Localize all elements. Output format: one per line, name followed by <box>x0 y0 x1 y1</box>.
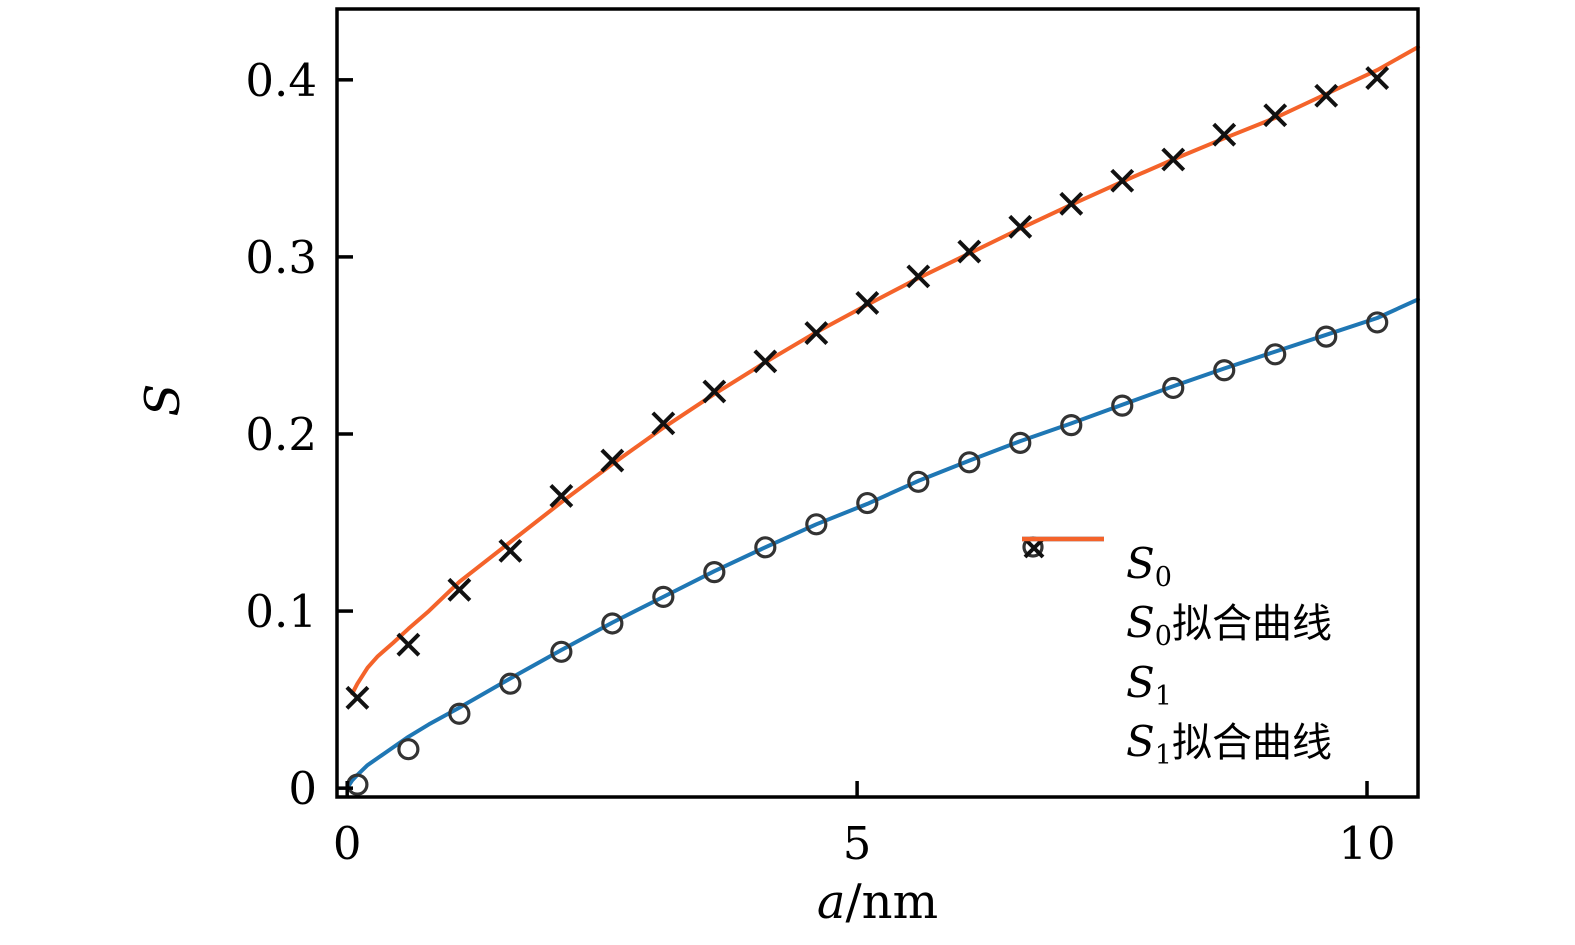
x-axis-label-variable: a <box>816 874 846 930</box>
s1-point <box>957 239 982 264</box>
s0-point <box>499 672 522 695</box>
y-tick-label: 0.4 <box>245 54 317 107</box>
s1-point <box>855 291 880 315</box>
legend-item-s1: S1 <box>1020 537 1332 713</box>
x-axis-label-unit: /nm <box>845 874 939 930</box>
s0-point <box>1060 414 1083 437</box>
legend-item-s1-fit: S1拟合曲线 <box>1020 536 1332 773</box>
s0-point <box>958 451 981 474</box>
s1-point <box>1314 83 1339 108</box>
s1-point <box>1008 214 1033 239</box>
s0-point <box>1315 325 1338 348</box>
x-tick-label: 10 <box>1338 817 1395 870</box>
s1-point <box>702 379 727 404</box>
s0-point <box>856 491 879 515</box>
legend-label-s1: S1 <box>1126 657 1172 712</box>
s0-point <box>1366 311 1389 334</box>
s1-point <box>753 349 778 374</box>
y-tick-label: 0.2 <box>245 408 317 461</box>
s0-point <box>1213 359 1236 382</box>
s0-point <box>448 702 471 725</box>
s0-point <box>907 470 930 493</box>
s1-point <box>498 538 523 563</box>
s0-point <box>397 738 420 761</box>
s1-point <box>1059 191 1084 216</box>
s1-point <box>1212 122 1237 147</box>
s1-point <box>345 685 370 710</box>
s1-point <box>549 484 574 508</box>
s1-point <box>1161 147 1186 172</box>
s1-point <box>1365 66 1390 90</box>
s0-point <box>754 536 777 559</box>
s0-point <box>1162 376 1185 400</box>
plot-frame <box>335 7 1420 799</box>
y-tick-label: 0 <box>288 762 317 815</box>
s0-point <box>805 513 828 536</box>
x-axis-label: a/nm <box>337 874 1418 930</box>
legend-label-s0-fit: S0拟合曲线 <box>1126 598 1332 653</box>
x-tick-label: 0 <box>333 817 362 870</box>
s1-point <box>804 321 829 345</box>
s0-point <box>1264 343 1287 366</box>
s0-point <box>703 561 726 584</box>
x-tick-label: 5 <box>843 817 872 870</box>
legend-label-s1-fit: S1拟合曲线 <box>1126 717 1332 772</box>
legend-label-s0: S0 <box>1126 538 1172 593</box>
s0-point <box>652 585 675 609</box>
y-tick-label: 0.1 <box>245 585 317 638</box>
s0-point <box>1111 394 1134 417</box>
y-axis-label: S <box>135 383 191 417</box>
s1-point <box>600 448 625 473</box>
s0-point <box>1009 431 1032 454</box>
s1-point <box>396 632 421 657</box>
s1-point <box>651 411 676 436</box>
legend-item-s0: S0 <box>1020 534 1332 594</box>
s1-point <box>1110 168 1135 193</box>
s1-point <box>1263 103 1288 128</box>
legend: S0 S0拟合曲线 S1 S1拟合曲线 <box>1020 534 1332 772</box>
y-tick-label: 0.3 <box>245 231 317 284</box>
s0_fit-fit-curve <box>345 297 1420 791</box>
s1-point <box>447 577 472 602</box>
s0-point <box>601 612 624 635</box>
s1-point <box>906 264 931 289</box>
legend-item-s0-fit: S0拟合曲线 <box>1020 536 1332 654</box>
s0-point <box>550 640 573 663</box>
